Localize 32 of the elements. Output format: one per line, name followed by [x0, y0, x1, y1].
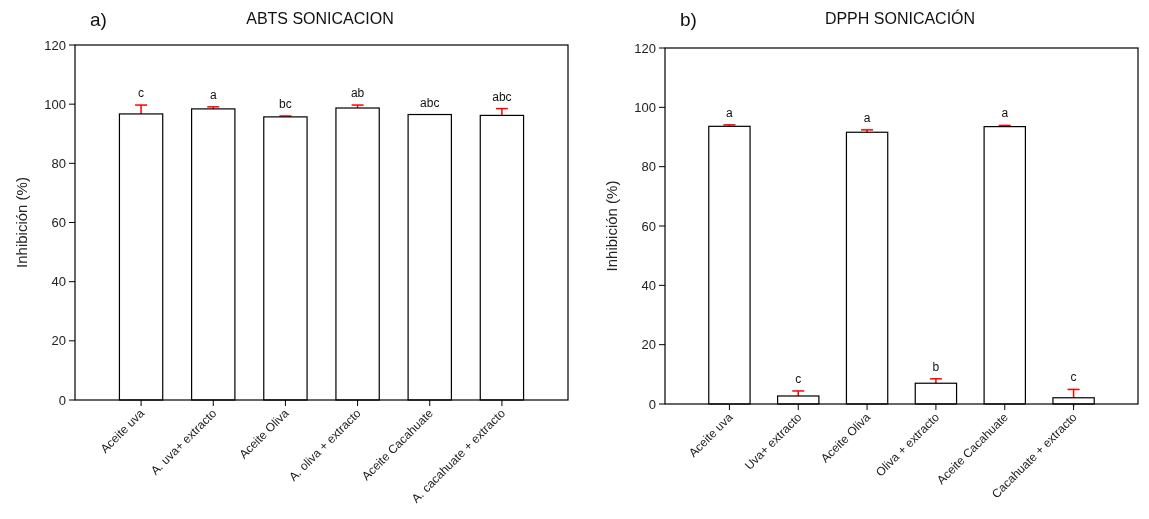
y-tick-label: 60 [51, 215, 66, 231]
y-axis-title: Inhibición (%) [13, 177, 30, 268]
chart-title: DPPH SONICACIÓN [824, 9, 976, 27]
text: b) [680, 9, 697, 30]
annotation: a [726, 105, 734, 120]
y-tick-label: 20 [641, 337, 656, 353]
annotation: a [863, 110, 871, 125]
chart-title: ABTS SONICACION [246, 10, 394, 27]
y-tick-label: 40 [641, 277, 656, 293]
y-tick-label: 80 [641, 159, 656, 175]
text: a) [90, 9, 107, 30]
annotation: abc [420, 95, 440, 110]
y-tick-label: 100 [634, 99, 656, 115]
annotation: c [795, 371, 802, 386]
y-tick-label: 60 [641, 218, 656, 234]
y-tick-label: 20 [51, 333, 66, 349]
annotation: ab [350, 86, 365, 101]
y-axis-title: Inhibición (%) [603, 180, 620, 272]
annotation: bc [279, 97, 292, 111]
annotation: a [209, 87, 217, 102]
y-tick-label: 120 [44, 37, 66, 53]
annotation: a [1001, 106, 1009, 121]
annotation: abc [492, 89, 512, 104]
y-tick-label: 40 [51, 274, 66, 290]
annotation: c [1070, 370, 1077, 385]
y-tick-label: 0 [58, 392, 66, 408]
annotation: c [138, 86, 145, 101]
y-tick-label: 80 [51, 155, 66, 171]
annotation: b [932, 359, 940, 374]
y-tick-label: 120 [634, 40, 656, 56]
y-tick-label: 0 [648, 396, 656, 412]
y-tick-label: 100 [44, 96, 66, 112]
